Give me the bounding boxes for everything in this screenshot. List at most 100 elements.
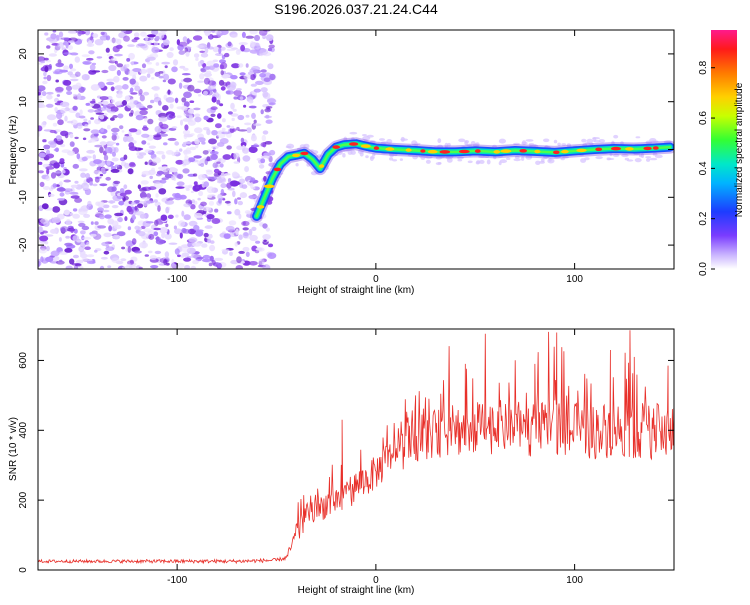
noise-speck [230,34,238,38]
noise-speck [217,158,222,163]
noise-speck [193,53,200,58]
noise-speck [63,179,71,183]
top-x-tick-label: -100 [167,274,187,285]
noise-speck [147,56,156,61]
top-x-tick-label: 0 [373,274,379,285]
noise-speck [201,141,206,145]
noise-speck [161,165,169,173]
noise-speck [194,113,201,118]
noise-speck [145,221,154,224]
noise-speck [151,77,155,80]
noise-speck [251,226,257,231]
noise-speck [208,262,213,267]
noise-speck [90,100,96,104]
ridge-haze [592,137,600,140]
noise-speck [135,103,144,109]
noise-speck [268,102,276,106]
noise-speck [266,98,277,104]
noise-speck [60,37,70,40]
noise-speck [48,193,55,197]
noise-speck [116,231,126,237]
noise-speck [134,147,142,152]
noise-speck [157,205,161,212]
ridge-haze [514,155,520,159]
ridge-hotspot [373,146,380,150]
noise-speck [104,214,112,219]
ridge-haze [392,159,398,162]
noise-speck [231,128,237,132]
noise-speck [182,36,188,43]
noise-speck [110,117,115,121]
noise-speck [242,227,249,231]
noise-speck [145,67,156,74]
noise-speck [158,188,167,195]
noise-speck [212,59,219,63]
noise-speck [55,79,59,83]
noise-speck [235,49,241,55]
noise-speck [201,243,208,248]
noise-speck [108,200,116,204]
noise-speck [63,65,69,70]
noise-speck [183,214,191,221]
ridge-hotspot [300,151,309,156]
bottom-x-tick-label: 0 [373,575,379,586]
snr-series-line [38,330,674,565]
ridge-haze [407,154,414,157]
noise-speck [229,180,239,187]
noise-speck [175,214,179,218]
noise-speck [203,232,209,238]
noise-speck [129,161,136,167]
ridge-hotspot [610,146,622,151]
noise-speck [127,44,135,47]
noise-speck [129,90,133,93]
ridge-haze [437,162,442,165]
noise-speck [107,125,111,130]
noise-speck [178,50,186,55]
noise-speck [263,115,272,119]
ridge-haze [634,158,642,163]
noise-speck [231,117,235,122]
noise-speck [227,41,232,47]
noise-speck [46,94,53,100]
noise-speck [122,100,127,106]
noise-speck [173,225,177,230]
noise-speck [242,155,251,162]
noise-speck [99,96,109,101]
noise-speck [174,141,180,146]
noise-speck [202,206,212,212]
noise-speck [216,99,221,105]
noise-speck [155,173,162,177]
noise-speck [149,255,157,260]
noise-speck [69,52,79,56]
noise-speck [132,68,142,72]
noise-speck [159,30,168,33]
noise-speck [162,105,169,111]
noise-speck [165,150,174,155]
noise-speck [224,173,231,176]
noise-speck [75,71,81,77]
noise-speck [74,136,79,140]
noise-speck [38,161,43,165]
noise-speck [171,175,175,181]
noise-speck [187,242,192,248]
noise-speck [255,247,263,251]
noise-speck [59,192,65,197]
noise-speck [208,35,213,39]
noise-speck [207,80,216,86]
noise-speck [248,100,254,104]
noise-speck [72,208,78,212]
noise-speck [250,74,256,81]
noise-speck [208,46,214,50]
noise-speck [221,73,231,79]
noise-speck [141,197,150,200]
noise-speck [255,240,261,244]
noise-speck [198,190,204,197]
noise-speck [259,48,269,55]
ridge-hotspot [576,148,587,153]
noise-speck [111,132,118,136]
noise-speck [72,163,80,169]
noise-speck [52,183,57,188]
ridge-haze [299,144,306,149]
colorbar: 0.0 0.2 0.4 0.6 0.8 Normalized spectral ampl… [698,30,745,276]
